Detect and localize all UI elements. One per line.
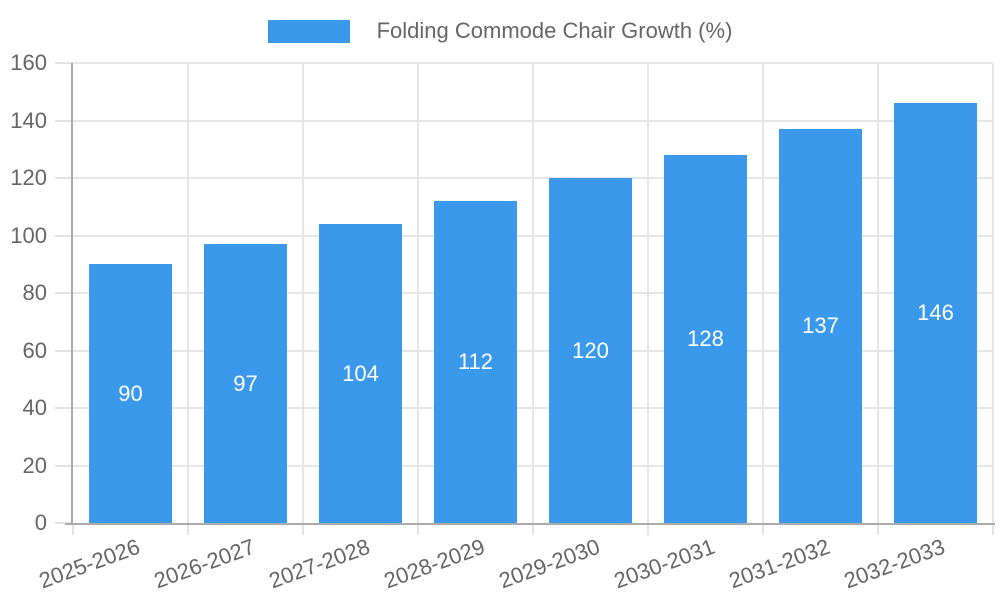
x-axis-tick (992, 523, 994, 535)
gridline-vertical (877, 63, 879, 523)
bar[interactable] (204, 244, 287, 523)
y-axis-tick-label: 120 (10, 165, 47, 190)
legend-item[interactable]: Folding Commode Chair Growth (%) (267, 18, 733, 44)
y-axis-tick-label: 0 (34, 510, 47, 535)
x-axis-tick (647, 523, 649, 535)
x-axis-tick (532, 523, 534, 535)
y-axis-tick-label: 80 (22, 280, 47, 305)
bar[interactable] (664, 155, 747, 523)
x-axis-tick (877, 523, 879, 535)
x-axis-tick (417, 523, 419, 535)
gridline-vertical (187, 63, 189, 523)
y-axis-tick (55, 119, 73, 122)
y-axis-tick-label: 60 (22, 337, 47, 363)
bar[interactable] (549, 178, 632, 523)
y-axis-tick (55, 349, 73, 352)
bar[interactable] (319, 224, 402, 523)
y-axis-tick (55, 234, 73, 237)
y-axis-line (71, 63, 73, 525)
bar[interactable] (894, 103, 977, 523)
y-axis-tick-label: 40 (22, 395, 47, 420)
gridline-vertical (302, 63, 304, 523)
bar[interactable] (779, 129, 862, 523)
gridline-vertical (762, 63, 764, 523)
plot-area: 0 20 40 60 80 100 120 140 160 90 2025-2026 97 2026-2… (10, 50, 995, 593)
legend: Folding Commode Chair Growth (%) (0, 18, 1000, 44)
x-axis-tick (302, 523, 304, 535)
bar[interactable] (434, 201, 517, 523)
legend-label: Folding Commode Chair Growth (%) (376, 18, 733, 43)
y-axis-tick (55, 522, 73, 524)
gridline-vertical (992, 63, 994, 523)
y-axis-tick (55, 464, 73, 467)
y-axis-tick (55, 62, 73, 64)
bar[interactable] (89, 264, 172, 523)
gridline-vertical (417, 63, 419, 523)
x-axis-tick (72, 523, 74, 535)
gridline-vertical (532, 63, 534, 523)
y-axis-tick (55, 407, 73, 409)
y-axis-tick-label: 20 (22, 452, 47, 478)
x-axis-line (65, 523, 995, 525)
legend-swatch-icon (267, 19, 350, 43)
x-axis-tick (187, 523, 189, 535)
y-axis-tick (55, 292, 73, 294)
y-axis-tick-label: 100 (10, 222, 47, 248)
y-axis-tick-label: 160 (10, 50, 47, 75)
y-axis-tick-label: 140 (10, 107, 47, 133)
y-axis-tick (55, 177, 73, 179)
gridline-vertical (647, 63, 649, 523)
x-axis-tick (762, 523, 764, 535)
